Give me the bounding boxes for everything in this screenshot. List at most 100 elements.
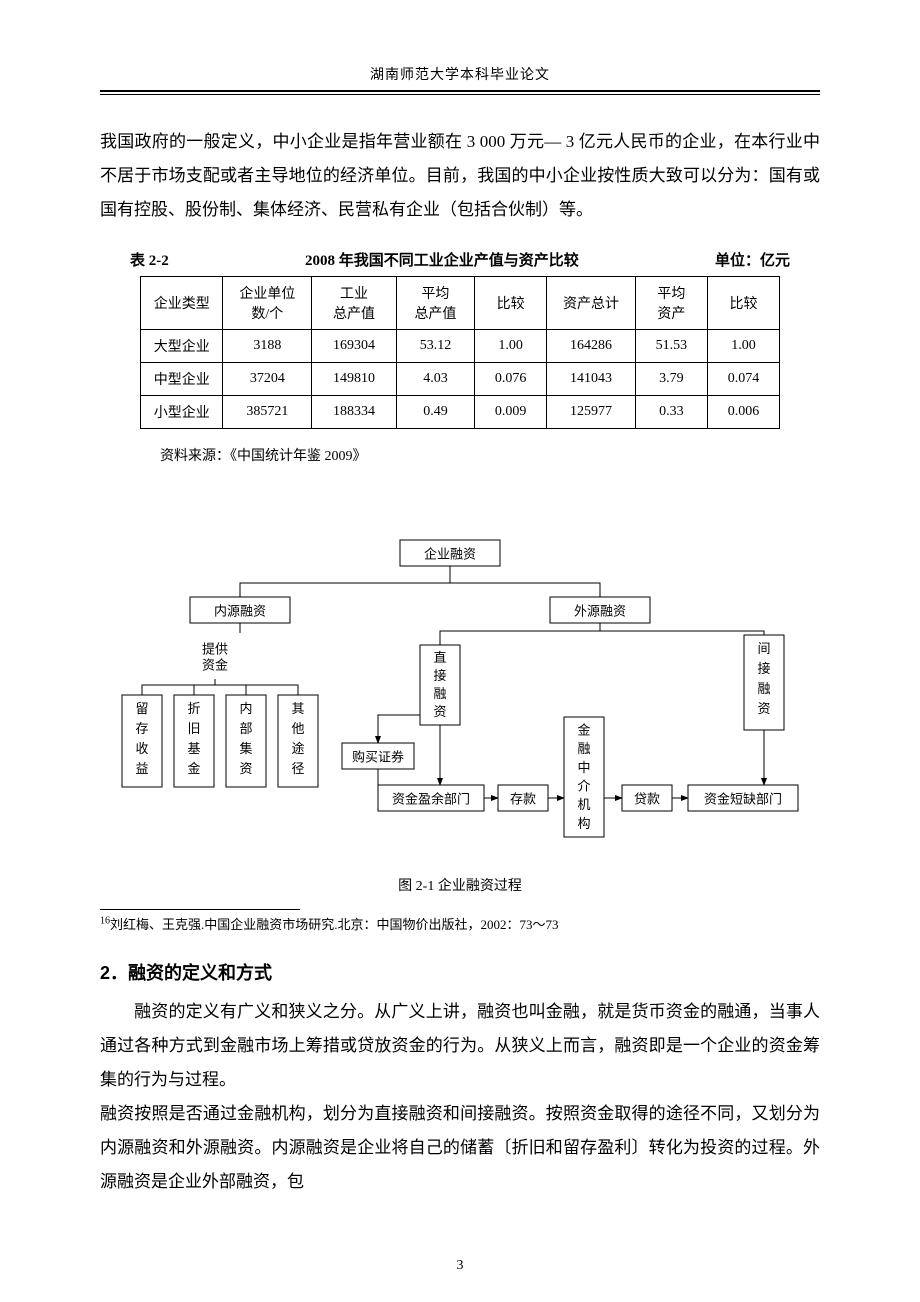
svg-text:间: 间 <box>757 641 770 656</box>
table-cell: 0.009 <box>475 396 547 429</box>
flow-node-surplus: 资金盈余部门 <box>378 785 484 811</box>
svg-text:金: 金 <box>187 761 200 776</box>
intro-paragraph: 我国政府的一般定义，中小企业是指年营业额在 3 000 万元— 3 亿元人民币的… <box>100 125 820 227</box>
flow-node-buy: 购买证券 <box>342 743 414 769</box>
svg-text:折: 折 <box>187 701 200 716</box>
footnote-rule <box>100 909 300 910</box>
table-cell: 0.006 <box>707 396 779 429</box>
table-cell: 125977 <box>547 396 636 429</box>
flow-node-inter: 金融中介机构 <box>564 717 604 837</box>
table-source: 资料来源：《中国统计年鉴 2009》 <box>160 445 820 465</box>
svg-text:构: 构 <box>577 816 590 831</box>
figure-caption: 图 2-1 企业融资过程 <box>100 875 820 895</box>
flow-edge <box>194 679 215 695</box>
svg-text:途: 途 <box>291 741 304 756</box>
svg-text:资: 资 <box>239 761 252 776</box>
table-cell: 169304 <box>312 330 397 363</box>
table-cell: 小型企业 <box>141 396 223 429</box>
footnote-text: 刘红梅、王克强.中国企业融资市场研究.北京：中国物价出版社，2002：73～73 <box>110 917 559 932</box>
flow-edge <box>215 679 246 695</box>
flow-node-fund: 提供资金 <box>202 642 228 673</box>
svg-text:资金盈余部门: 资金盈余部门 <box>392 792 470 807</box>
flow-edge <box>600 623 764 635</box>
flow-node-int: 内源融资 <box>190 597 290 623</box>
svg-text:介: 介 <box>577 778 590 793</box>
section-2-heading: 2．融资的定义和方式 <box>100 959 820 985</box>
flow-node-deposit: 存款 <box>498 785 548 811</box>
svg-text:融: 融 <box>577 741 590 756</box>
header-rule-thin <box>100 94 820 95</box>
section-2-para-1: 融资的定义有广义和狭义之分。从广义上讲，融资也叫金融，就是货币资金的融通，当事人… <box>100 995 820 1097</box>
svg-text:留: 留 <box>135 701 148 716</box>
table-unit: 单位：亿元 <box>715 249 790 270</box>
table-header: 工业总产值 <box>312 277 397 330</box>
table-cell: 141043 <box>547 363 636 396</box>
flow-node-depr: 折旧基金 <box>174 695 214 787</box>
table-cell: 3188 <box>223 330 312 363</box>
table-header: 企业单位数/个 <box>223 277 312 330</box>
financing-flowchart: 企业融资内源融资外源融资提供资金留存收益折旧基金内部集资其他途径直接融资间接融资… <box>110 535 810 865</box>
flow-node-ext: 外源融资 <box>550 597 650 623</box>
table-header: 资产总计 <box>547 277 636 330</box>
table-cell: 188334 <box>312 396 397 429</box>
flow-edge <box>142 679 215 695</box>
comparison-table: 企业类型 企业单位数/个 工业总产值 平均总产值 比较 资产总计 平均资产 比较… <box>140 276 780 429</box>
flow-node-intfund: 内部集资 <box>226 695 266 787</box>
svg-text:存: 存 <box>135 721 148 736</box>
flow-edge <box>440 623 600 645</box>
table-title: 2008 年我国不同工业企业产值与资产比较 <box>169 249 715 270</box>
svg-text:购买证券: 购买证券 <box>352 750 404 765</box>
svg-text:融: 融 <box>757 681 770 696</box>
table-cell: 385721 <box>223 396 312 429</box>
table-cell: 0.076 <box>475 363 547 396</box>
flow-node-retain: 留存收益 <box>122 695 162 787</box>
table-header: 比较 <box>707 277 779 330</box>
section-2-para-2: 融资按照是否通过金融机构，划分为直接融资和间接融资。按照资金取得的途径不同，又划… <box>100 1097 820 1199</box>
flow-edge <box>450 566 600 597</box>
page: 湖南师范大学本科毕业论文 我国政府的一般定义，中小企业是指年营业额在 3 000… <box>0 0 920 1302</box>
svg-text:资: 资 <box>757 701 770 716</box>
svg-text:机: 机 <box>577 797 590 812</box>
flow-node-other: 其他途径 <box>278 695 318 787</box>
svg-text:存款: 存款 <box>510 792 536 807</box>
svg-text:外源融资: 外源融资 <box>574 604 626 619</box>
table-header: 平均资产 <box>635 277 707 330</box>
page-header: 湖南师范大学本科毕业论文 <box>100 64 820 84</box>
svg-text:金: 金 <box>577 722 590 737</box>
svg-text:融: 融 <box>433 686 446 701</box>
flow-edge <box>378 715 420 743</box>
table-cell: 149810 <box>312 363 397 396</box>
flow-node-short: 资金短缺部门 <box>688 785 798 811</box>
table-cell: 大型企业 <box>141 330 223 363</box>
page-number: 3 <box>0 1258 920 1274</box>
flow-edge <box>215 679 298 695</box>
svg-text:提供: 提供 <box>202 642 228 657</box>
svg-text:接: 接 <box>433 668 446 683</box>
flow-node-root: 企业融资 <box>400 540 500 566</box>
svg-text:直: 直 <box>433 650 446 665</box>
table-cell: 0.33 <box>635 396 707 429</box>
svg-text:径: 径 <box>291 761 304 776</box>
svg-text:资金: 资金 <box>202 658 228 673</box>
svg-text:接: 接 <box>757 661 770 676</box>
svg-text:贷款: 贷款 <box>634 792 660 807</box>
table-header: 企业类型 <box>141 277 223 330</box>
svg-text:内源融资: 内源融资 <box>214 604 266 619</box>
flow-node-direct: 直接融资 <box>420 645 460 725</box>
table-cell: 164286 <box>547 330 636 363</box>
svg-text:基: 基 <box>187 741 200 756</box>
footnote-marker: 16 <box>100 916 110 927</box>
flow-node-loan: 贷款 <box>622 785 672 811</box>
table-cell: 51.53 <box>635 330 707 363</box>
table-header: 比较 <box>475 277 547 330</box>
svg-text:企业融资: 企业融资 <box>424 547 476 562</box>
flow-node-indirect: 间接融资 <box>744 635 784 730</box>
table-cell: 1.00 <box>707 330 779 363</box>
table-cell: 0.49 <box>396 396 474 429</box>
svg-text:资: 资 <box>433 704 446 719</box>
svg-text:部: 部 <box>239 721 252 736</box>
svg-text:集: 集 <box>239 741 252 756</box>
svg-text:他: 他 <box>291 721 304 736</box>
flow-edge <box>240 566 450 597</box>
table-cell: 0.074 <box>707 363 779 396</box>
